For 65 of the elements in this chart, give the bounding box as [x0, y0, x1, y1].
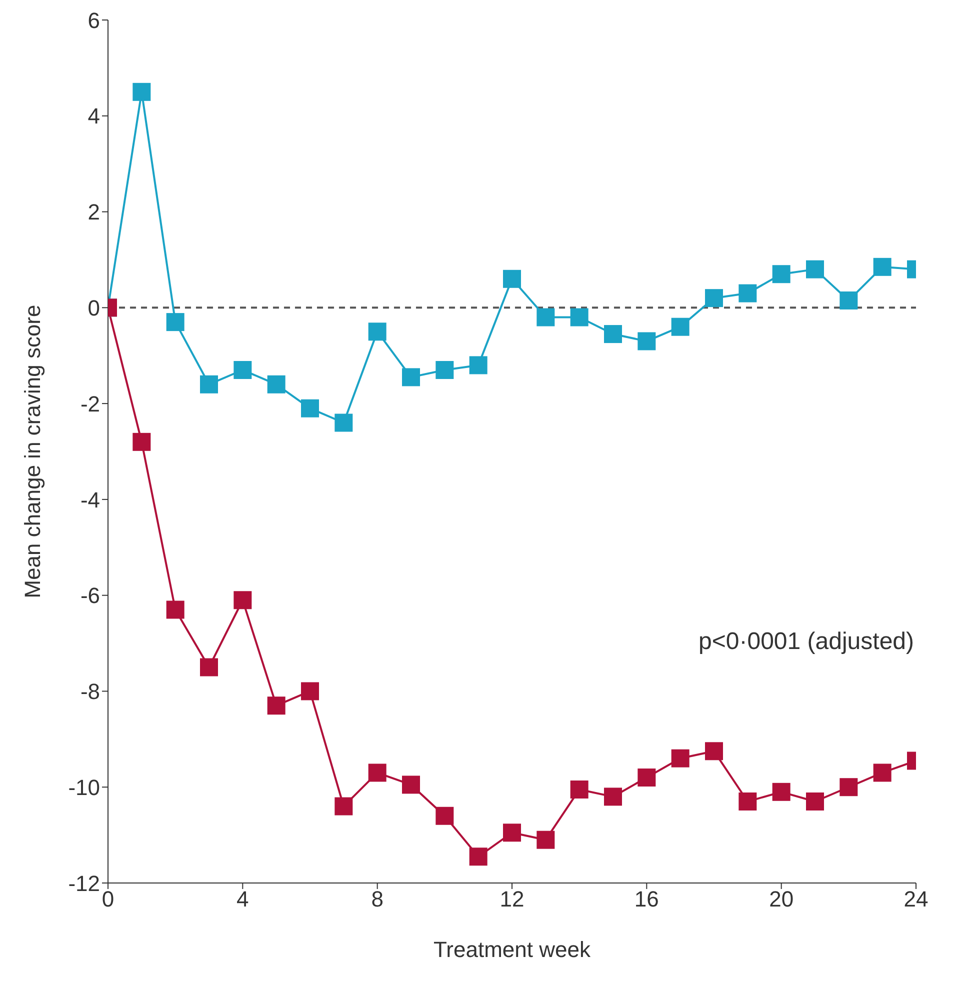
point — [638, 332, 656, 350]
point — [166, 313, 184, 332]
point — [738, 284, 757, 302]
point — [772, 265, 790, 284]
point — [334, 797, 353, 816]
point — [840, 291, 858, 310]
point — [166, 600, 184, 619]
point — [368, 764, 386, 782]
x-axis-title: Treatment week — [434, 937, 592, 962]
point — [604, 325, 622, 344]
point — [570, 308, 588, 326]
point — [604, 788, 622, 806]
point — [536, 308, 555, 326]
x-tick-label: 4 — [236, 886, 249, 912]
x-tick-label: 8 — [371, 886, 384, 912]
x-tick-label: 20 — [769, 886, 794, 912]
point — [301, 682, 319, 700]
point — [200, 658, 218, 676]
x-tick-label: 16 — [634, 886, 659, 912]
y-tick-label: -2 — [80, 391, 100, 416]
point — [671, 318, 690, 336]
point — [469, 356, 488, 374]
point — [570, 780, 588, 799]
point — [705, 742, 723, 760]
point — [469, 848, 488, 866]
point — [536, 830, 555, 849]
point — [301, 399, 319, 418]
point — [436, 360, 454, 379]
y-tick-label: -12 — [68, 870, 100, 896]
point — [368, 322, 386, 341]
y-tick-label: 2 — [88, 200, 100, 225]
point — [638, 768, 656, 787]
point — [234, 360, 252, 379]
point — [334, 414, 353, 432]
y-tick-label: 4 — [88, 104, 100, 129]
y-tick-label: -10 — [68, 774, 100, 800]
y-axis-title: Mean change in craving score — [20, 304, 45, 598]
y-tick-label: -4 — [80, 487, 100, 512]
point — [200, 375, 218, 394]
y-tick-label: 6 — [88, 8, 100, 33]
point — [840, 778, 858, 796]
y-tick-label: -6 — [80, 583, 100, 608]
point — [234, 591, 252, 610]
point — [402, 368, 420, 386]
point — [738, 792, 757, 810]
x-tick-label: 24 — [904, 886, 928, 912]
point — [873, 258, 892, 276]
point — [806, 260, 824, 278]
y-tick-label: -8 — [80, 679, 100, 704]
point — [267, 375, 286, 394]
point — [132, 82, 151, 101]
point — [806, 792, 824, 810]
x-tick-label: 12 — [500, 886, 524, 912]
point — [503, 270, 521, 288]
point — [436, 806, 454, 825]
point — [402, 776, 420, 794]
point — [671, 749, 690, 768]
point — [772, 782, 790, 801]
point — [705, 289, 723, 308]
point — [267, 696, 286, 715]
point — [132, 432, 151, 451]
annotation: p<0·0001 (adjusted) — [698, 628, 914, 656]
point — [873, 764, 892, 782]
point — [503, 824, 521, 842]
y-tick-label: 0 — [88, 295, 100, 320]
